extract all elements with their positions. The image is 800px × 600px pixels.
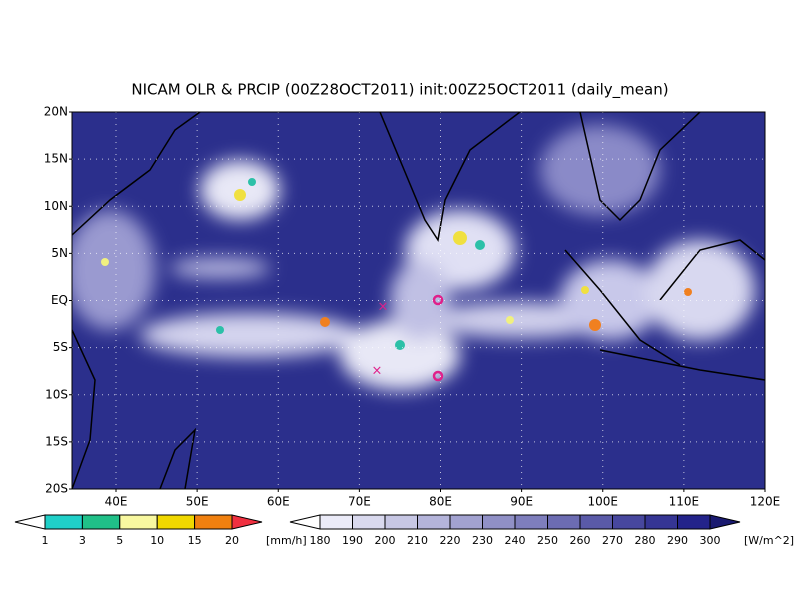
marker: × xyxy=(372,364,383,379)
colorbar-arrow xyxy=(14,514,46,530)
colorbar-box xyxy=(156,514,196,530)
colorbar-box xyxy=(119,514,158,530)
colorbar-label: 3 xyxy=(79,534,86,547)
marker: × xyxy=(378,300,389,315)
coastlines xyxy=(72,112,765,489)
colorbar-box xyxy=(579,514,613,530)
colorbar-units: [mm/h] xyxy=(266,534,307,547)
colorbar-label: 5 xyxy=(116,534,123,547)
colorbar-box xyxy=(644,514,678,530)
colorbar-box xyxy=(482,514,516,530)
lat-label: EQ xyxy=(51,293,68,307)
colorbar-label: 290 xyxy=(667,534,688,547)
colorbar-box xyxy=(352,514,386,530)
lat-label: 10S xyxy=(45,387,68,401)
colorbar-label: 240 xyxy=(505,534,526,547)
lat-label: 10N xyxy=(44,199,68,213)
lon-label: 100E xyxy=(588,495,619,509)
colorbar-units: [W/m^2] xyxy=(744,534,794,547)
colorbar-label: 270 xyxy=(602,534,623,547)
colorbar-box xyxy=(612,514,646,530)
lat-label: 5S xyxy=(53,340,68,354)
marker xyxy=(432,294,444,306)
colorbar-label: 200 xyxy=(375,534,396,547)
colorbar-label: 10 xyxy=(150,534,164,547)
lat-label: 20N xyxy=(44,105,68,119)
map-title: NICAM OLR & PRCIP (00Z28OCT2011) init:00… xyxy=(131,81,668,100)
lon-label: 70E xyxy=(348,495,371,509)
colorbar-label: 15 xyxy=(188,534,202,547)
colorbar-box xyxy=(677,514,711,530)
colorbar-box xyxy=(81,514,121,530)
colorbar-box xyxy=(194,514,233,530)
colorbar-box xyxy=(384,514,418,530)
colorbar-arrow xyxy=(231,514,263,530)
colorbar-label: 230 xyxy=(472,534,493,547)
marker xyxy=(432,370,444,382)
lat-label: 15N xyxy=(44,152,68,166)
lon-label: 110E xyxy=(669,495,700,509)
colorbar-box xyxy=(514,514,548,530)
colorbar-label: 180 xyxy=(310,534,331,547)
colorbar-box xyxy=(44,514,83,530)
lon-label: 120E xyxy=(750,495,781,509)
lat-label: 15S xyxy=(45,434,68,448)
colorbar-label: 250 xyxy=(537,534,558,547)
colorbar-box xyxy=(417,514,451,530)
colorbar-label: 210 xyxy=(407,534,428,547)
colorbar-arrow xyxy=(289,514,321,530)
colorbar-label: 280 xyxy=(635,534,656,547)
lon-label: 40E xyxy=(105,495,128,509)
colorbar-label: 1 xyxy=(42,534,49,547)
colorbar-box xyxy=(319,514,353,530)
colorbar-box xyxy=(547,514,581,530)
map: × × xyxy=(72,112,765,489)
lat-label: 20S xyxy=(45,482,68,496)
colorbar-label: 190 xyxy=(342,534,363,547)
colorbar-arrow xyxy=(709,514,741,530)
cloud-field xyxy=(72,125,755,390)
colorbar-label: 300 xyxy=(700,534,721,547)
lon-label: 80E xyxy=(429,495,452,509)
colorbar-label: 20 xyxy=(225,534,239,547)
lon-label: 60E xyxy=(267,495,290,509)
lon-label: 90E xyxy=(510,495,533,509)
colorbar-label: 220 xyxy=(440,534,461,547)
colorbar-box xyxy=(449,514,483,530)
colorbar-label: 260 xyxy=(570,534,591,547)
lat-label: 5N xyxy=(51,246,68,260)
lon-label: 50E xyxy=(186,495,209,509)
